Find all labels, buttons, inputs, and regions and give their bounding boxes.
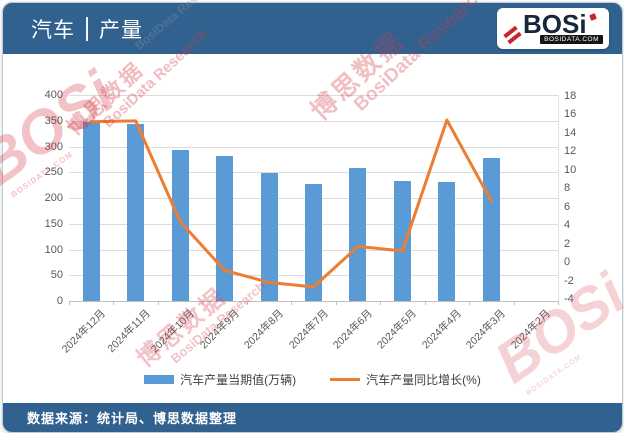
x-axis-tick	[424, 301, 426, 305]
title-right: 产量	[99, 18, 143, 42]
bar	[349, 167, 367, 301]
y-axis-label-left: 100	[44, 243, 63, 256]
bar	[82, 121, 100, 301]
title-separator	[86, 16, 88, 41]
x-axis-tick	[69, 301, 70, 305]
x-axis-tick	[113, 301, 115, 305]
y-axis-label-right: 0	[564, 256, 571, 269]
y-axis-label-right: 4	[564, 219, 571, 232]
x-axis-tick	[513, 301, 515, 305]
y-axis-label-right: 2	[564, 237, 571, 250]
y-axis-label-right: 14	[564, 126, 577, 139]
y-axis-label-right: -2	[564, 274, 574, 287]
bar	[127, 123, 145, 301]
gridline	[69, 95, 558, 96]
gridline	[69, 146, 558, 148]
x-axis-tick	[558, 301, 559, 305]
y-axis-label-right: -4	[564, 293, 574, 305]
x-axis-tick	[246, 301, 248, 305]
bar	[393, 181, 411, 301]
y-axis-label-left: 200	[44, 192, 63, 204]
chart-legend: 汽车产量当期值(万辆) 汽车产量同比增长(%)	[3, 371, 622, 388]
data-source-text: 数据来源：统计局、博思数据整理	[27, 411, 238, 426]
title-left: 汽车	[31, 18, 75, 42]
y-axis-label-right: 16	[564, 108, 577, 121]
y-axis-label-right: 6	[564, 200, 571, 213]
x-axis-tick	[380, 301, 382, 305]
logo-url-text: BOSIDATA.COM	[540, 35, 603, 44]
bar	[305, 183, 322, 301]
y-axis-label-right: 12	[564, 145, 577, 158]
chart-area: 400 350 300 250 200 150 100 50 0 18 16 14 12 10 8 6 4 2 0 -…	[3, 3, 622, 432]
bar	[438, 182, 456, 301]
x-axis-tick	[157, 301, 159, 305]
y-axis-label-right: 18	[564, 90, 577, 102]
bar	[260, 172, 278, 301]
bosi-logo: BOSi BOSIDATA.COM	[497, 8, 609, 49]
gridline	[69, 172, 558, 174]
page-title: 汽车 产量	[31, 3, 143, 54]
x-axis-line	[69, 301, 558, 302]
y-axis-label-left: 300	[44, 140, 63, 153]
logo-brand-text: BOSi	[523, 9, 587, 39]
growth-line	[89, 118, 493, 289]
y-axis-label-left: 150	[44, 217, 63, 230]
x-axis-tick	[335, 301, 337, 305]
legend-item-bar: 汽车产量当期值(万辆)	[144, 371, 296, 388]
x-axis-tick	[291, 301, 293, 305]
growth-line-layer	[89, 118, 493, 289]
bar	[171, 149, 189, 301]
gridline	[69, 120, 558, 122]
x-axis-tick	[202, 301, 204, 305]
x-axis-tick	[469, 301, 471, 305]
header-bar: 汽车 产量 BOSi BOSIDATA.COM	[3, 3, 622, 54]
y-axis-label-right: 8	[564, 182, 571, 195]
footer-bar: 数据来源：统计局、博思数据整理	[3, 403, 622, 432]
legend-label-bar: 汽车产量当期值(万辆)	[180, 373, 297, 387]
y-axis-line-right	[558, 95, 559, 301]
line-swatch-icon	[330, 378, 361, 381]
bar-swatch-icon	[144, 375, 175, 384]
y-axis-label-left: 50	[50, 269, 63, 282]
y-axis-label-left: 400	[44, 89, 63, 101]
legend-item-line: 汽车产量同比增长(%)	[330, 371, 481, 388]
y-axis-label-left: 250	[44, 166, 63, 179]
y-axis-label-left: 0	[56, 295, 63, 307]
legend-label-line: 汽车产量同比增长(%)	[366, 373, 481, 387]
y-axis-label-right: 10	[564, 163, 577, 176]
y-axis-label-left: 350	[44, 114, 63, 127]
